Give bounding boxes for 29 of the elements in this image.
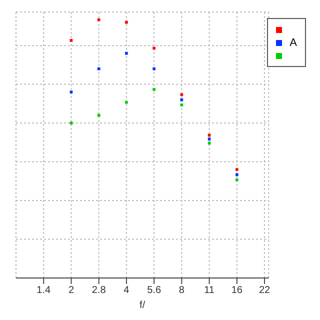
point <box>180 93 184 96</box>
x-tick-label: 11 <box>204 285 215 296</box>
point <box>97 67 100 70</box>
point <box>180 104 184 106</box>
x-tick-label: 22 <box>258 285 271 296</box>
point <box>97 18 100 22</box>
point <box>235 178 238 182</box>
point <box>125 52 128 55</box>
x-tick-label: 1.4 <box>36 285 51 296</box>
x-axis-title: f/ <box>140 300 146 311</box>
point <box>70 90 73 94</box>
x-tick-label: 8 <box>178 285 185 296</box>
point <box>152 88 156 91</box>
x-tick-label: 16 <box>231 285 243 296</box>
point <box>125 20 128 24</box>
x-tick-label: 2.8 <box>92 285 106 296</box>
point <box>208 138 211 140</box>
point <box>70 122 73 124</box>
point <box>235 168 238 171</box>
legend-label: A <box>290 36 297 48</box>
x-tick-label: 5.6 <box>147 285 162 296</box>
point <box>125 100 128 104</box>
point <box>235 173 238 176</box>
x-tick-label: 2 <box>68 285 74 296</box>
point <box>97 114 100 117</box>
x-tick-label: 4 <box>124 285 130 296</box>
point <box>152 46 156 50</box>
point <box>152 67 156 70</box>
point <box>70 38 73 42</box>
